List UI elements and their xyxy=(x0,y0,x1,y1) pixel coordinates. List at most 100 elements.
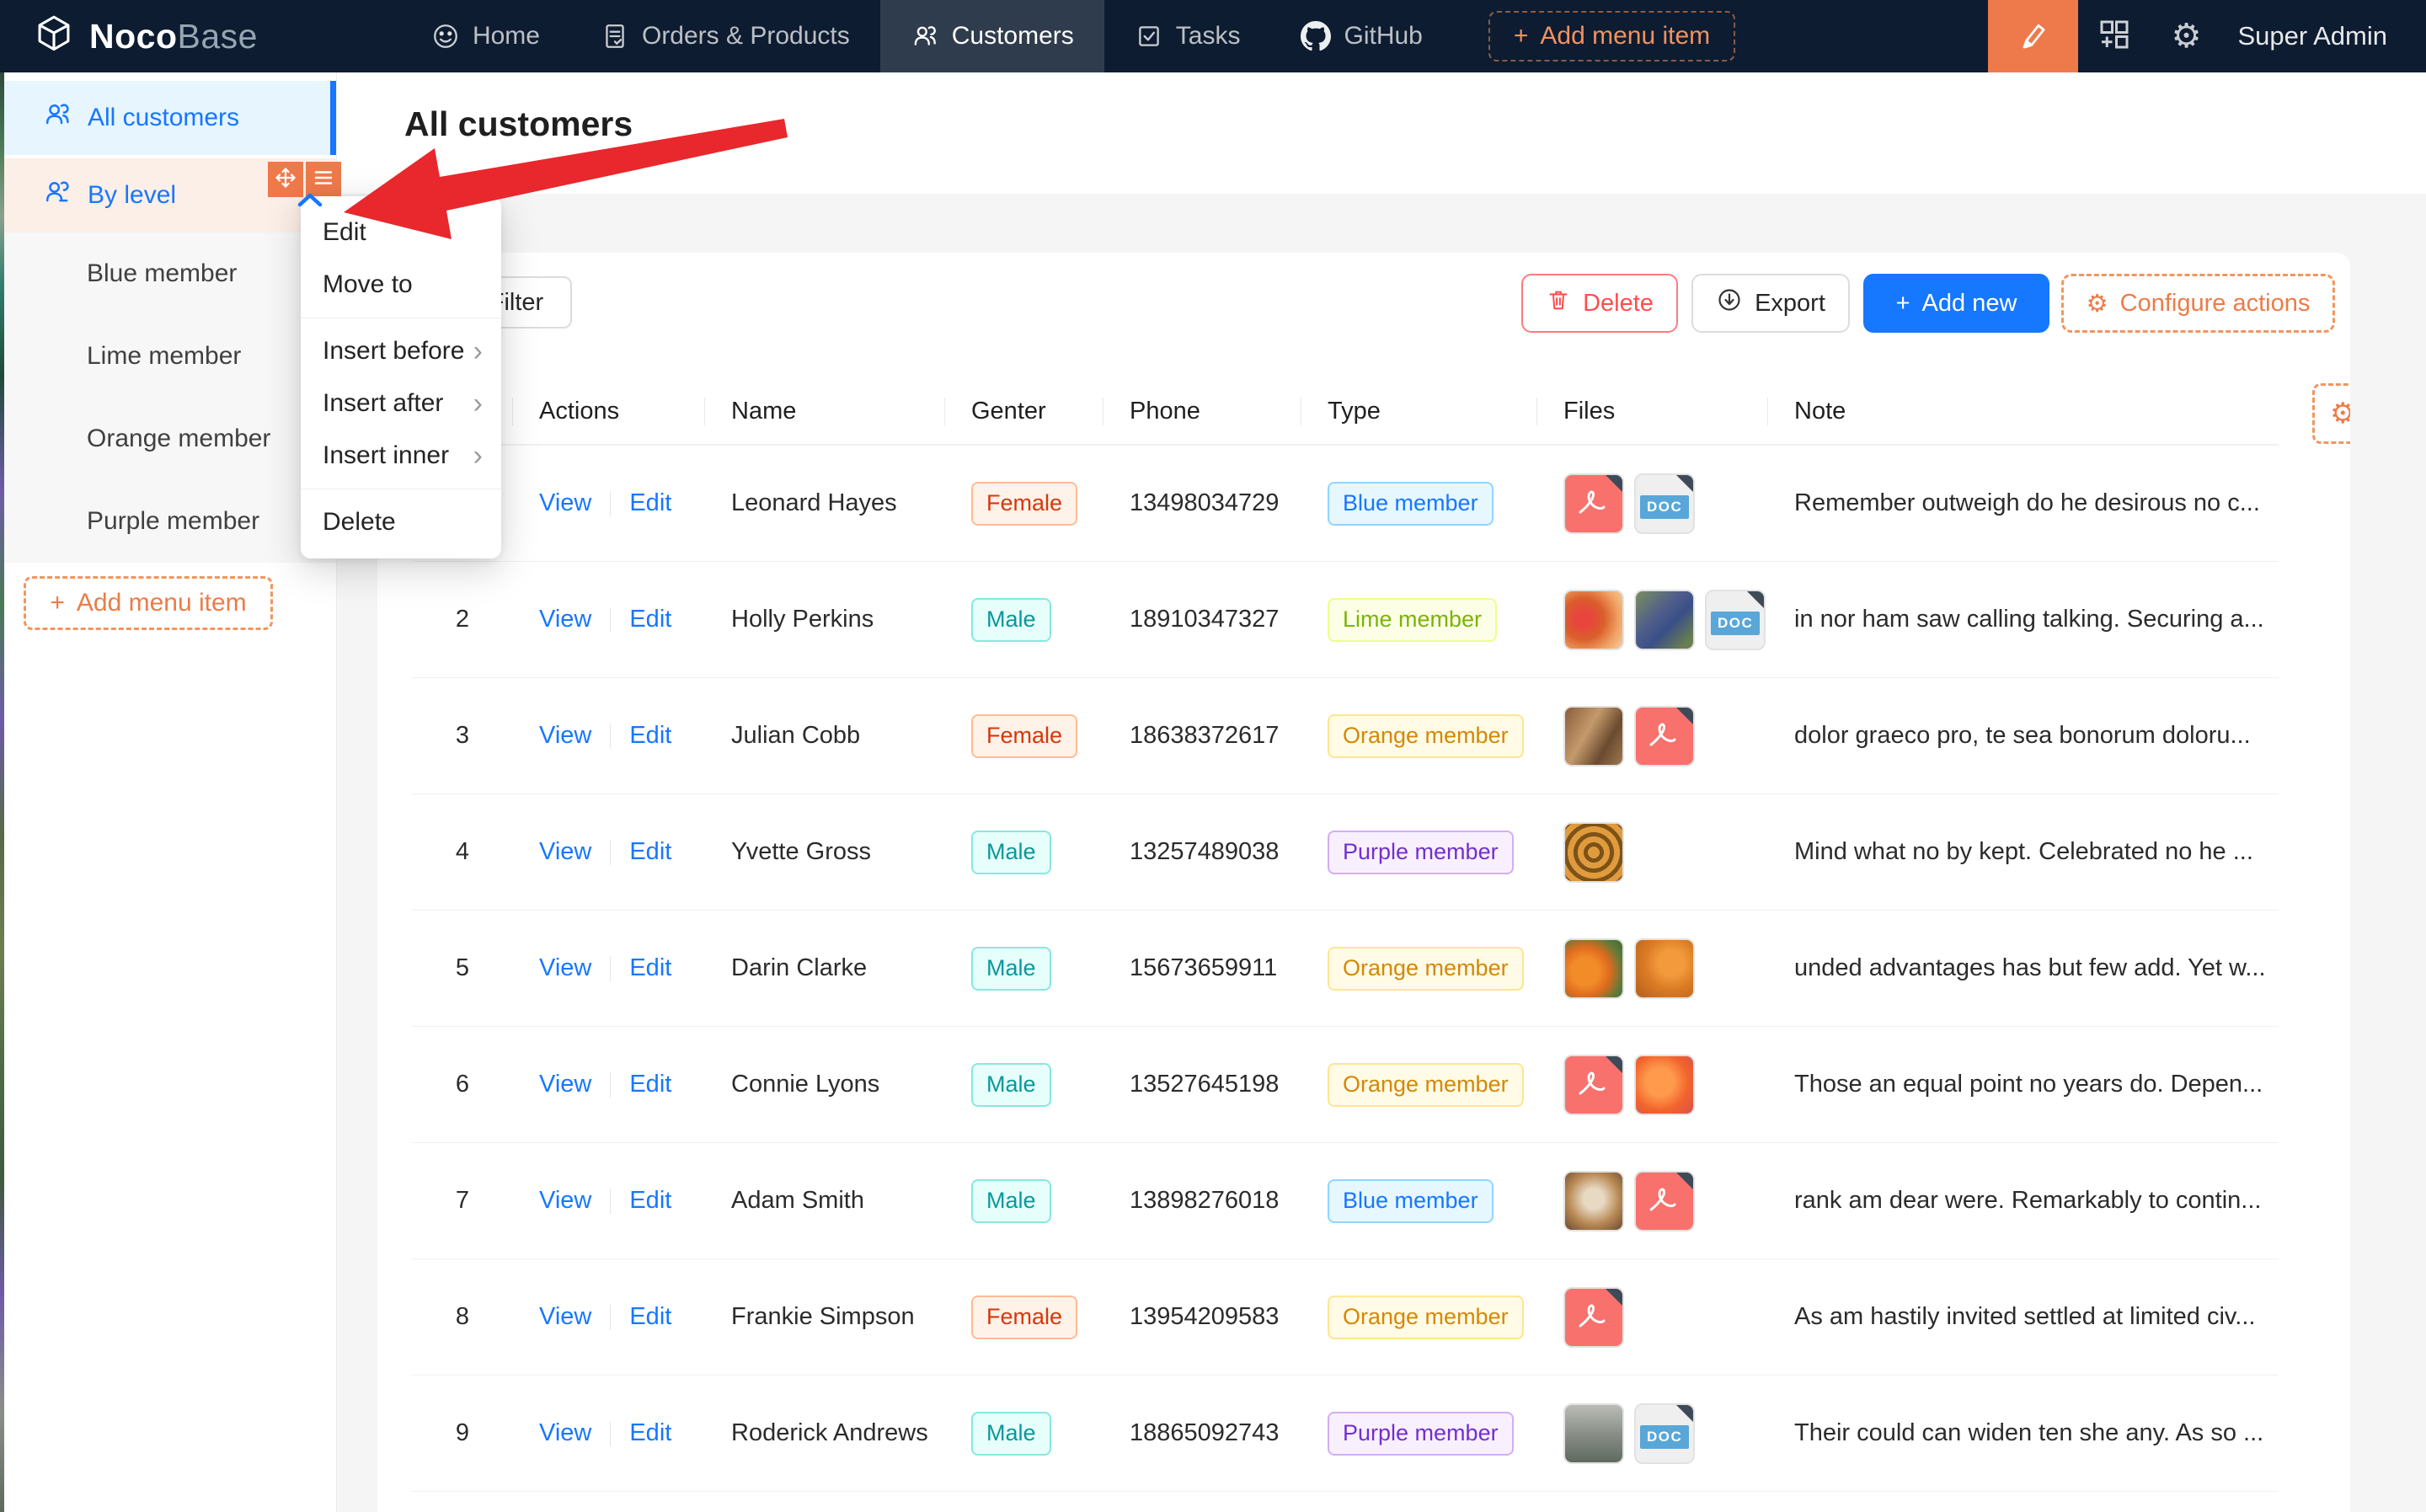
column-header-type: Type xyxy=(1301,379,1536,444)
settings-button[interactable]: ⚙ xyxy=(2151,0,2223,72)
view-link[interactable]: View xyxy=(539,606,592,633)
configure-actions-button[interactable]: ⚙ Configure actions xyxy=(2061,274,2335,333)
edit-link[interactable]: Edit xyxy=(629,722,672,749)
plugin-manager-button[interactable] xyxy=(2078,0,2151,72)
sidebar-item-blue-member[interactable]: Blue member xyxy=(87,259,238,287)
image-thumbnail-orange-tree[interactable] xyxy=(1563,938,1624,999)
view-link[interactable]: View xyxy=(539,1071,592,1098)
drag-handle-button[interactable] xyxy=(268,162,303,197)
view-link[interactable]: View xyxy=(539,1303,592,1330)
member-type-tag: Orange member xyxy=(1328,1295,1524,1339)
doc-label: DOC xyxy=(1640,1424,1690,1449)
pdf-file-icon[interactable] xyxy=(1563,1286,1624,1348)
view-link[interactable]: View xyxy=(539,1419,592,1446)
name-cell: Julian Cobb xyxy=(731,722,861,749)
sidebar-item-all-customers[interactable]: All customers xyxy=(4,81,336,155)
image-thumbnail-market[interactable] xyxy=(1563,705,1624,767)
sidebar-item-lime-member[interactable]: Lime member xyxy=(87,342,242,370)
view-link[interactable]: View xyxy=(539,1187,592,1214)
column-header-name: Name xyxy=(704,379,944,444)
page-header: All customers xyxy=(336,72,2426,194)
image-thumbnail-peach[interactable] xyxy=(1634,1054,1695,1115)
sidebar-item-orange-member[interactable]: Orange member xyxy=(87,425,271,452)
type-cell: Orange member xyxy=(1301,678,1536,793)
nav-item-orders[interactable]: Orders & Products xyxy=(570,0,880,72)
nav-item-home[interactable]: Home xyxy=(401,0,570,72)
menu-item-edit[interactable]: Edit xyxy=(301,206,501,259)
image-thumbnail-street[interactable] xyxy=(1563,1402,1624,1464)
sidebar-item-purple-member[interactable]: Purple member xyxy=(87,507,260,535)
row-index: 4 xyxy=(455,838,470,865)
ui-editor-button[interactable] xyxy=(1987,0,2078,72)
popover-caret-icon xyxy=(297,192,323,211)
export-button[interactable]: Export xyxy=(1691,274,1850,333)
view-link[interactable]: View xyxy=(539,722,592,749)
nav-item-github[interactable]: GitHub xyxy=(1270,0,1452,72)
note-cell: Those an equal point no years do. Depen.… xyxy=(1794,1071,2263,1098)
sidebar-item-label: All customers xyxy=(88,104,240,131)
menu-item-insert-inner[interactable]: Insert inner › xyxy=(301,430,501,482)
phone-cell: 13257489038 xyxy=(1130,838,1280,865)
folded-corner xyxy=(1604,1288,1622,1307)
menu-item-insert-after[interactable]: Insert after › xyxy=(301,377,501,430)
row-index: 7 xyxy=(455,1187,470,1214)
folded-corner xyxy=(1745,590,1764,610)
doc-file-icon[interactable]: DOC xyxy=(1634,1402,1695,1464)
image-thumbnail-oranges[interactable] xyxy=(1634,938,1695,999)
nocobase-logo[interactable]: NocoBase xyxy=(32,13,258,61)
column-header-files: Files xyxy=(1536,379,1767,444)
menu-item-label: Insert after xyxy=(323,389,444,417)
navbar-add-menu-item-button[interactable]: + Add menu item xyxy=(1488,11,1736,61)
configure-columns-button[interactable]: ⚙ xyxy=(2312,383,2350,444)
user-menu[interactable]: Super Admin xyxy=(2237,21,2388,51)
nav-item-customers[interactable]: Customers xyxy=(879,0,1104,72)
menu-item-label: Insert inner xyxy=(323,441,450,469)
doc-file-icon[interactable]: DOC xyxy=(1634,473,1695,534)
nav-item-tasks[interactable]: Tasks xyxy=(1104,0,1271,72)
gear-icon: ⚙ xyxy=(2086,290,2108,318)
edit-link[interactable]: Edit xyxy=(629,1303,672,1330)
phone-cell: 13954209583 xyxy=(1130,1303,1280,1330)
edit-link[interactable]: Edit xyxy=(629,838,672,865)
pdf-file-icon[interactable] xyxy=(1563,473,1624,534)
sidebar-add-menu-item-button[interactable]: + Add menu item xyxy=(24,576,273,630)
member-type-tag: Purple member xyxy=(1328,1411,1514,1456)
delete-button[interactable]: Delete xyxy=(1521,274,1678,333)
blocks-plus-icon xyxy=(2097,18,2131,56)
menu-item-delete[interactable]: Delete xyxy=(301,496,501,548)
edit-link[interactable]: Edit xyxy=(629,489,672,516)
view-link[interactable]: View xyxy=(539,838,592,865)
phone-cell: 13498034729 xyxy=(1130,489,1280,516)
actions-cell: View Edit xyxy=(512,562,704,677)
doc-file-icon[interactable]: DOC xyxy=(1705,589,1766,650)
view-link[interactable]: View xyxy=(539,489,592,516)
view-link[interactable]: View xyxy=(539,954,592,981)
pdf-file-icon[interactable] xyxy=(1563,1054,1624,1115)
edit-link[interactable]: Edit xyxy=(629,1071,672,1098)
menu-item-insert-before[interactable]: Insert before › xyxy=(301,325,501,377)
table-row: 8 View Edit Frankie Simpson Female 1395420958… xyxy=(413,1259,2279,1376)
pdf-file-icon[interactable] xyxy=(1634,705,1695,767)
edit-link[interactable]: Edit xyxy=(629,1419,672,1446)
menu-item-move-to[interactable]: Move to xyxy=(301,259,501,311)
smile-icon xyxy=(431,22,460,51)
gender-cell: Female xyxy=(944,678,1103,793)
member-type-tag: Orange member xyxy=(1328,946,1524,991)
edit-link[interactable]: Edit xyxy=(629,954,672,981)
add-new-button[interactable]: + Add new xyxy=(1863,274,2049,333)
row-index: 5 xyxy=(455,954,470,981)
member-type-tag: Orange member xyxy=(1328,1062,1524,1107)
image-thumbnail-pomegranates[interactable] xyxy=(1563,589,1624,650)
pdf-file-icon[interactable] xyxy=(1634,1170,1695,1232)
edit-link[interactable]: Edit xyxy=(629,606,672,633)
note-cell: rank am dear were. Remarkably to contin.… xyxy=(1794,1187,2262,1214)
trash-icon xyxy=(1546,287,1571,319)
image-thumbnail-grapes[interactable] xyxy=(1634,589,1695,650)
schema-settings-menu-button[interactable] xyxy=(306,162,341,197)
image-thumbnail-latte[interactable] xyxy=(1563,1170,1624,1232)
menu-item-label: Insert before xyxy=(323,337,465,365)
edit-link[interactable]: Edit xyxy=(629,1187,672,1214)
image-thumbnail-honeycomb[interactable] xyxy=(1563,821,1624,883)
nav-item-label: Customers xyxy=(951,22,1074,50)
